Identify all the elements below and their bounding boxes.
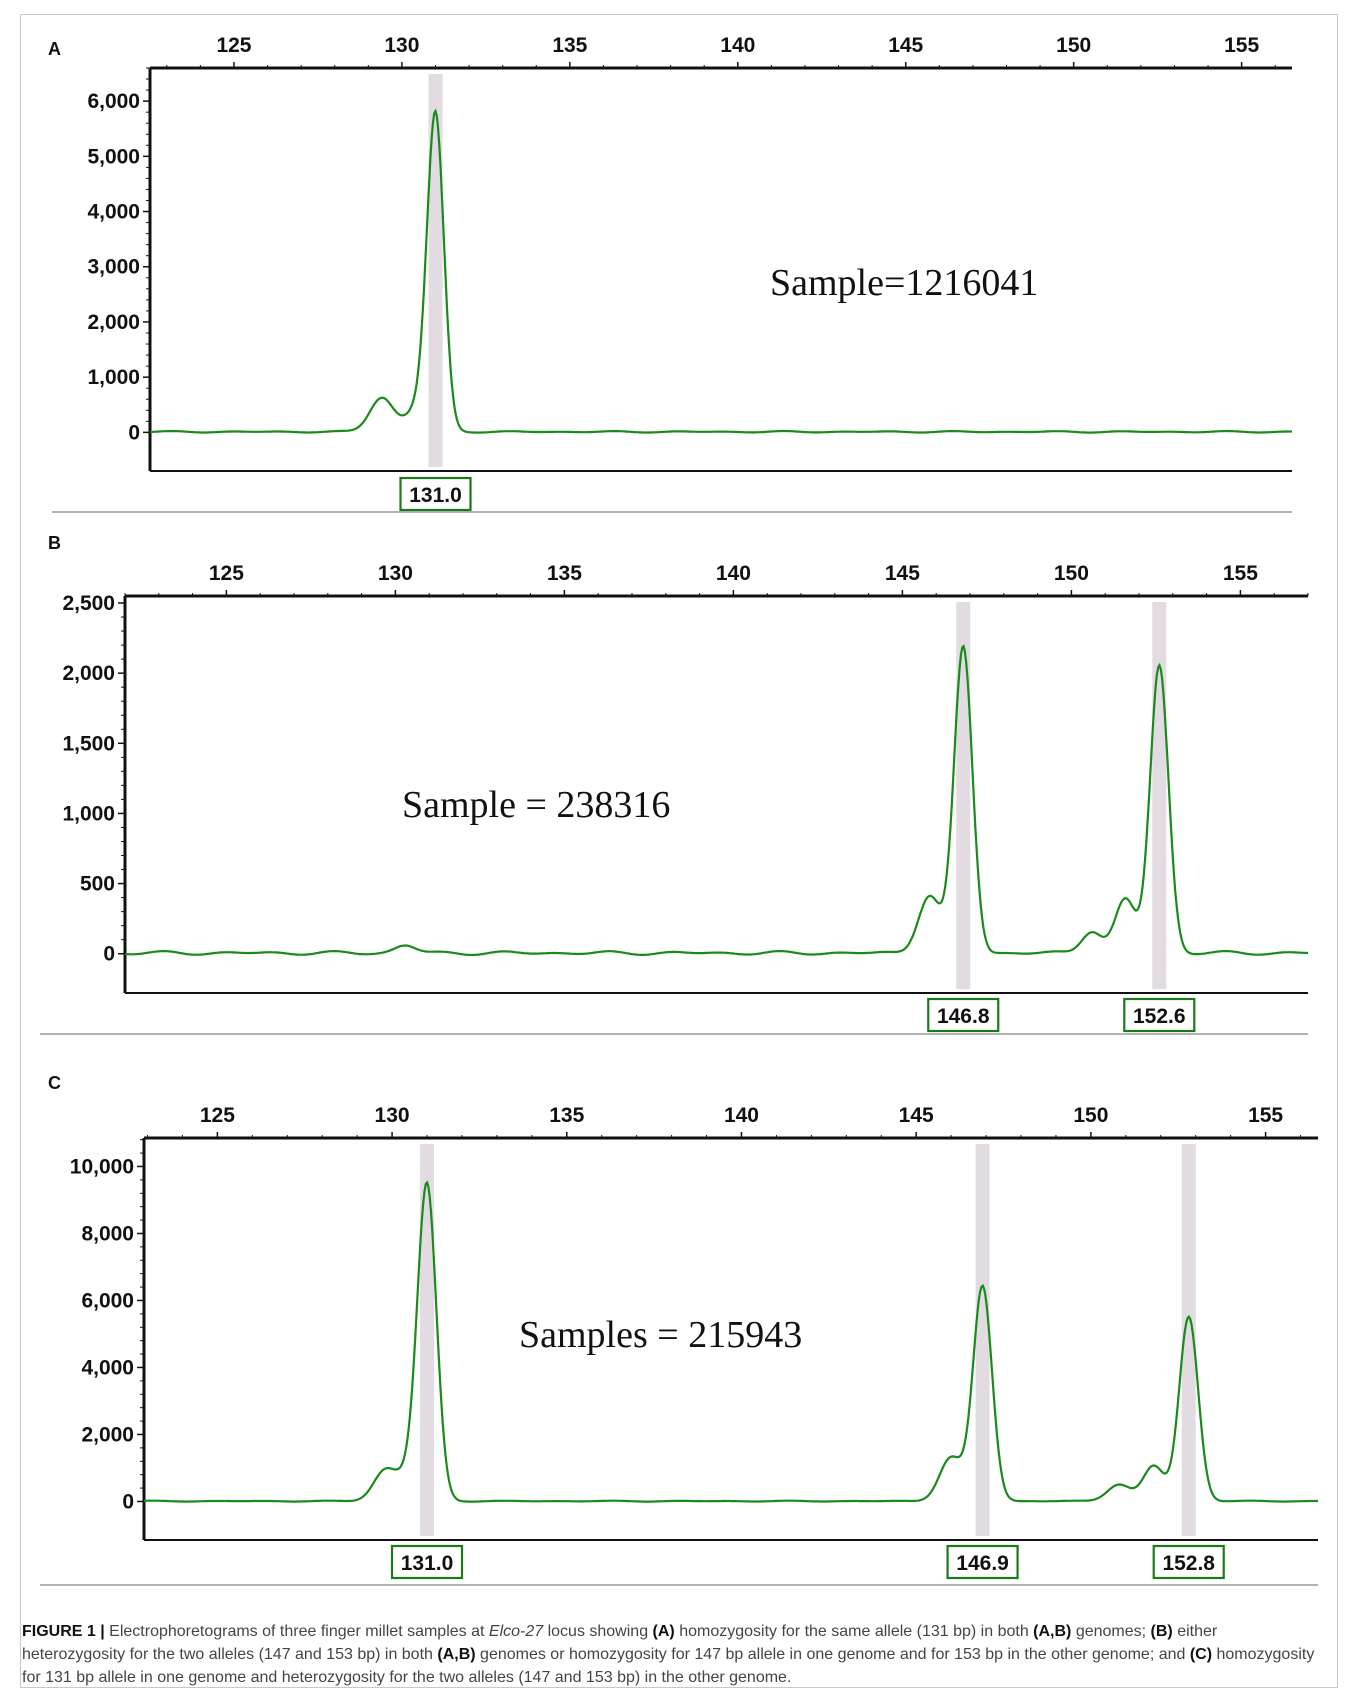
allele-call-box <box>390 1544 464 1580</box>
y-tick-label: 2,000 <box>62 662 115 685</box>
y-tick-label: 0 <box>122 1490 134 1513</box>
y-tick-label: 6,000 <box>81 1289 134 1312</box>
x-tick-label: 150 <box>1056 34 1091 57</box>
sample-annotation: Sample=1216041 <box>770 262 1038 304</box>
x-tick-label: 140 <box>720 34 755 57</box>
x-tick-label: 145 <box>899 1104 934 1127</box>
caption-text-7: homozygosity for 131 bp allele in one ge… <box>22 1646 1315 1686</box>
caption-bold-ab-2: (A,B) <box>437 1646 476 1663</box>
y-tick-label: 3,000 <box>87 256 140 279</box>
allele-bin-shade <box>975 1144 990 1536</box>
allele-call-label: 131.0 <box>401 1552 454 1575</box>
y-tick-label: 1,000 <box>62 802 115 825</box>
y-tick-label: 1,500 <box>62 732 115 755</box>
y-tick-label: 6,000 <box>87 90 140 113</box>
allele-call-label: 146.9 <box>956 1552 1009 1575</box>
allele-bin-shade <box>428 74 443 467</box>
y-tick-label: 4,000 <box>87 201 140 224</box>
x-tick-label: 130 <box>375 1104 410 1127</box>
caption-bold-ab-1: (A,B) <box>1033 1623 1072 1640</box>
figure-caption: FIGURE 1 | Electrophoretograms of three … <box>22 1620 1322 1689</box>
allele-bin-shade <box>1152 602 1167 989</box>
caption-text-5: either heterozygosity for the two allele… <box>22 1623 1218 1663</box>
allele-call-box <box>927 997 1000 1033</box>
panel-label: C <box>48 1073 61 1093</box>
x-tick-label: 145 <box>888 34 923 57</box>
x-tick-label: 135 <box>549 1104 584 1127</box>
allele-call-box <box>1123 997 1196 1033</box>
panel-label: A <box>48 39 61 59</box>
caption-bold-a: (A) <box>652 1623 675 1640</box>
y-tick-label: 2,000 <box>81 1423 134 1446</box>
x-tick-label: 155 <box>1248 1104 1283 1127</box>
y-tick-label: 5,000 <box>87 145 140 168</box>
y-tick-label: 10,000 <box>70 1155 134 1178</box>
y-tick-label: 0 <box>103 943 115 966</box>
allele-bin-shade <box>1181 1144 1196 1536</box>
sample-annotation: Sample = 238316 <box>402 784 670 826</box>
chart-panel-c: C 125 130 135 140 145 150 155 0 2,000 4,000 6,000 8,… <box>40 1073 1318 1586</box>
signal-trace <box>144 1180 1318 1503</box>
y-tick-label: 8,000 <box>81 1222 134 1245</box>
signal-trace <box>150 108 1292 434</box>
x-tick-label: 125 <box>200 1104 235 1127</box>
y-tick-label: 2,500 <box>62 592 115 615</box>
x-tick-label: 155 <box>1224 34 1259 57</box>
caption-bold-c: (C) <box>1189 1646 1213 1663</box>
caption-text-4: genomes; <box>1071 1623 1151 1640</box>
allele-call-box <box>399 476 472 512</box>
x-tick-label: 125 <box>216 34 251 57</box>
allele-call-box <box>1152 1544 1225 1580</box>
x-tick-label: 140 <box>716 562 751 585</box>
allele-call-label: 152.8 <box>1162 1552 1215 1575</box>
x-tick-label: 145 <box>885 562 920 585</box>
figure-frame <box>20 14 1338 1688</box>
chart-panel-b: B 125 130 135 140 145 150 155 0 500 1,000 1,500 2,00… <box>40 533 1309 1035</box>
y-tick-label: 0 <box>128 421 140 444</box>
caption-figure-label: FIGURE 1 | <box>22 1623 105 1640</box>
x-tick-label: 130 <box>384 34 419 57</box>
allele-call-label: 152.6 <box>1133 1005 1186 1028</box>
caption-bold-b: (B) <box>1150 1623 1173 1640</box>
panel-label: B <box>48 533 61 553</box>
x-tick-label: 135 <box>552 34 587 57</box>
x-tick-label: 130 <box>378 562 413 585</box>
x-tick-label: 150 <box>1073 1104 1108 1127</box>
allele-bin-shade <box>956 602 971 989</box>
allele-bin-shade <box>420 1144 435 1536</box>
x-tick-label: 125 <box>209 562 244 585</box>
y-tick-label: 4,000 <box>81 1356 134 1379</box>
allele-call-label: 131.0 <box>409 484 462 507</box>
caption-locus-name: Elco-27 <box>488 1623 544 1640</box>
caption-text-6: genomes or homozygosity for 147 bp allel… <box>475 1646 1190 1663</box>
chart-panel-a: A 125 130 135 140 145 150 155 0 1,000 2,000 3,000 4,… <box>48 34 1292 513</box>
x-tick-label: 135 <box>547 562 582 585</box>
allele-call-label: 146.8 <box>937 1005 990 1028</box>
y-tick-label: 500 <box>80 873 115 896</box>
sample-annotation: Samples = 215943 <box>519 1314 802 1356</box>
signal-trace <box>124 644 1308 957</box>
allele-call-box <box>946 1544 1019 1580</box>
caption-text-3: homozygosity for the same allele (131 bp… <box>674 1623 1034 1640</box>
x-tick-label: 150 <box>1054 562 1089 585</box>
y-tick-label: 2,000 <box>87 311 140 334</box>
x-tick-label: 140 <box>724 1104 759 1127</box>
y-tick-label: 1,000 <box>87 366 140 389</box>
x-tick-label: 155 <box>1223 562 1258 585</box>
caption-text-1: Electrophoretograms of three finger mill… <box>104 1623 489 1640</box>
caption-text-2: locus showing <box>543 1623 653 1640</box>
